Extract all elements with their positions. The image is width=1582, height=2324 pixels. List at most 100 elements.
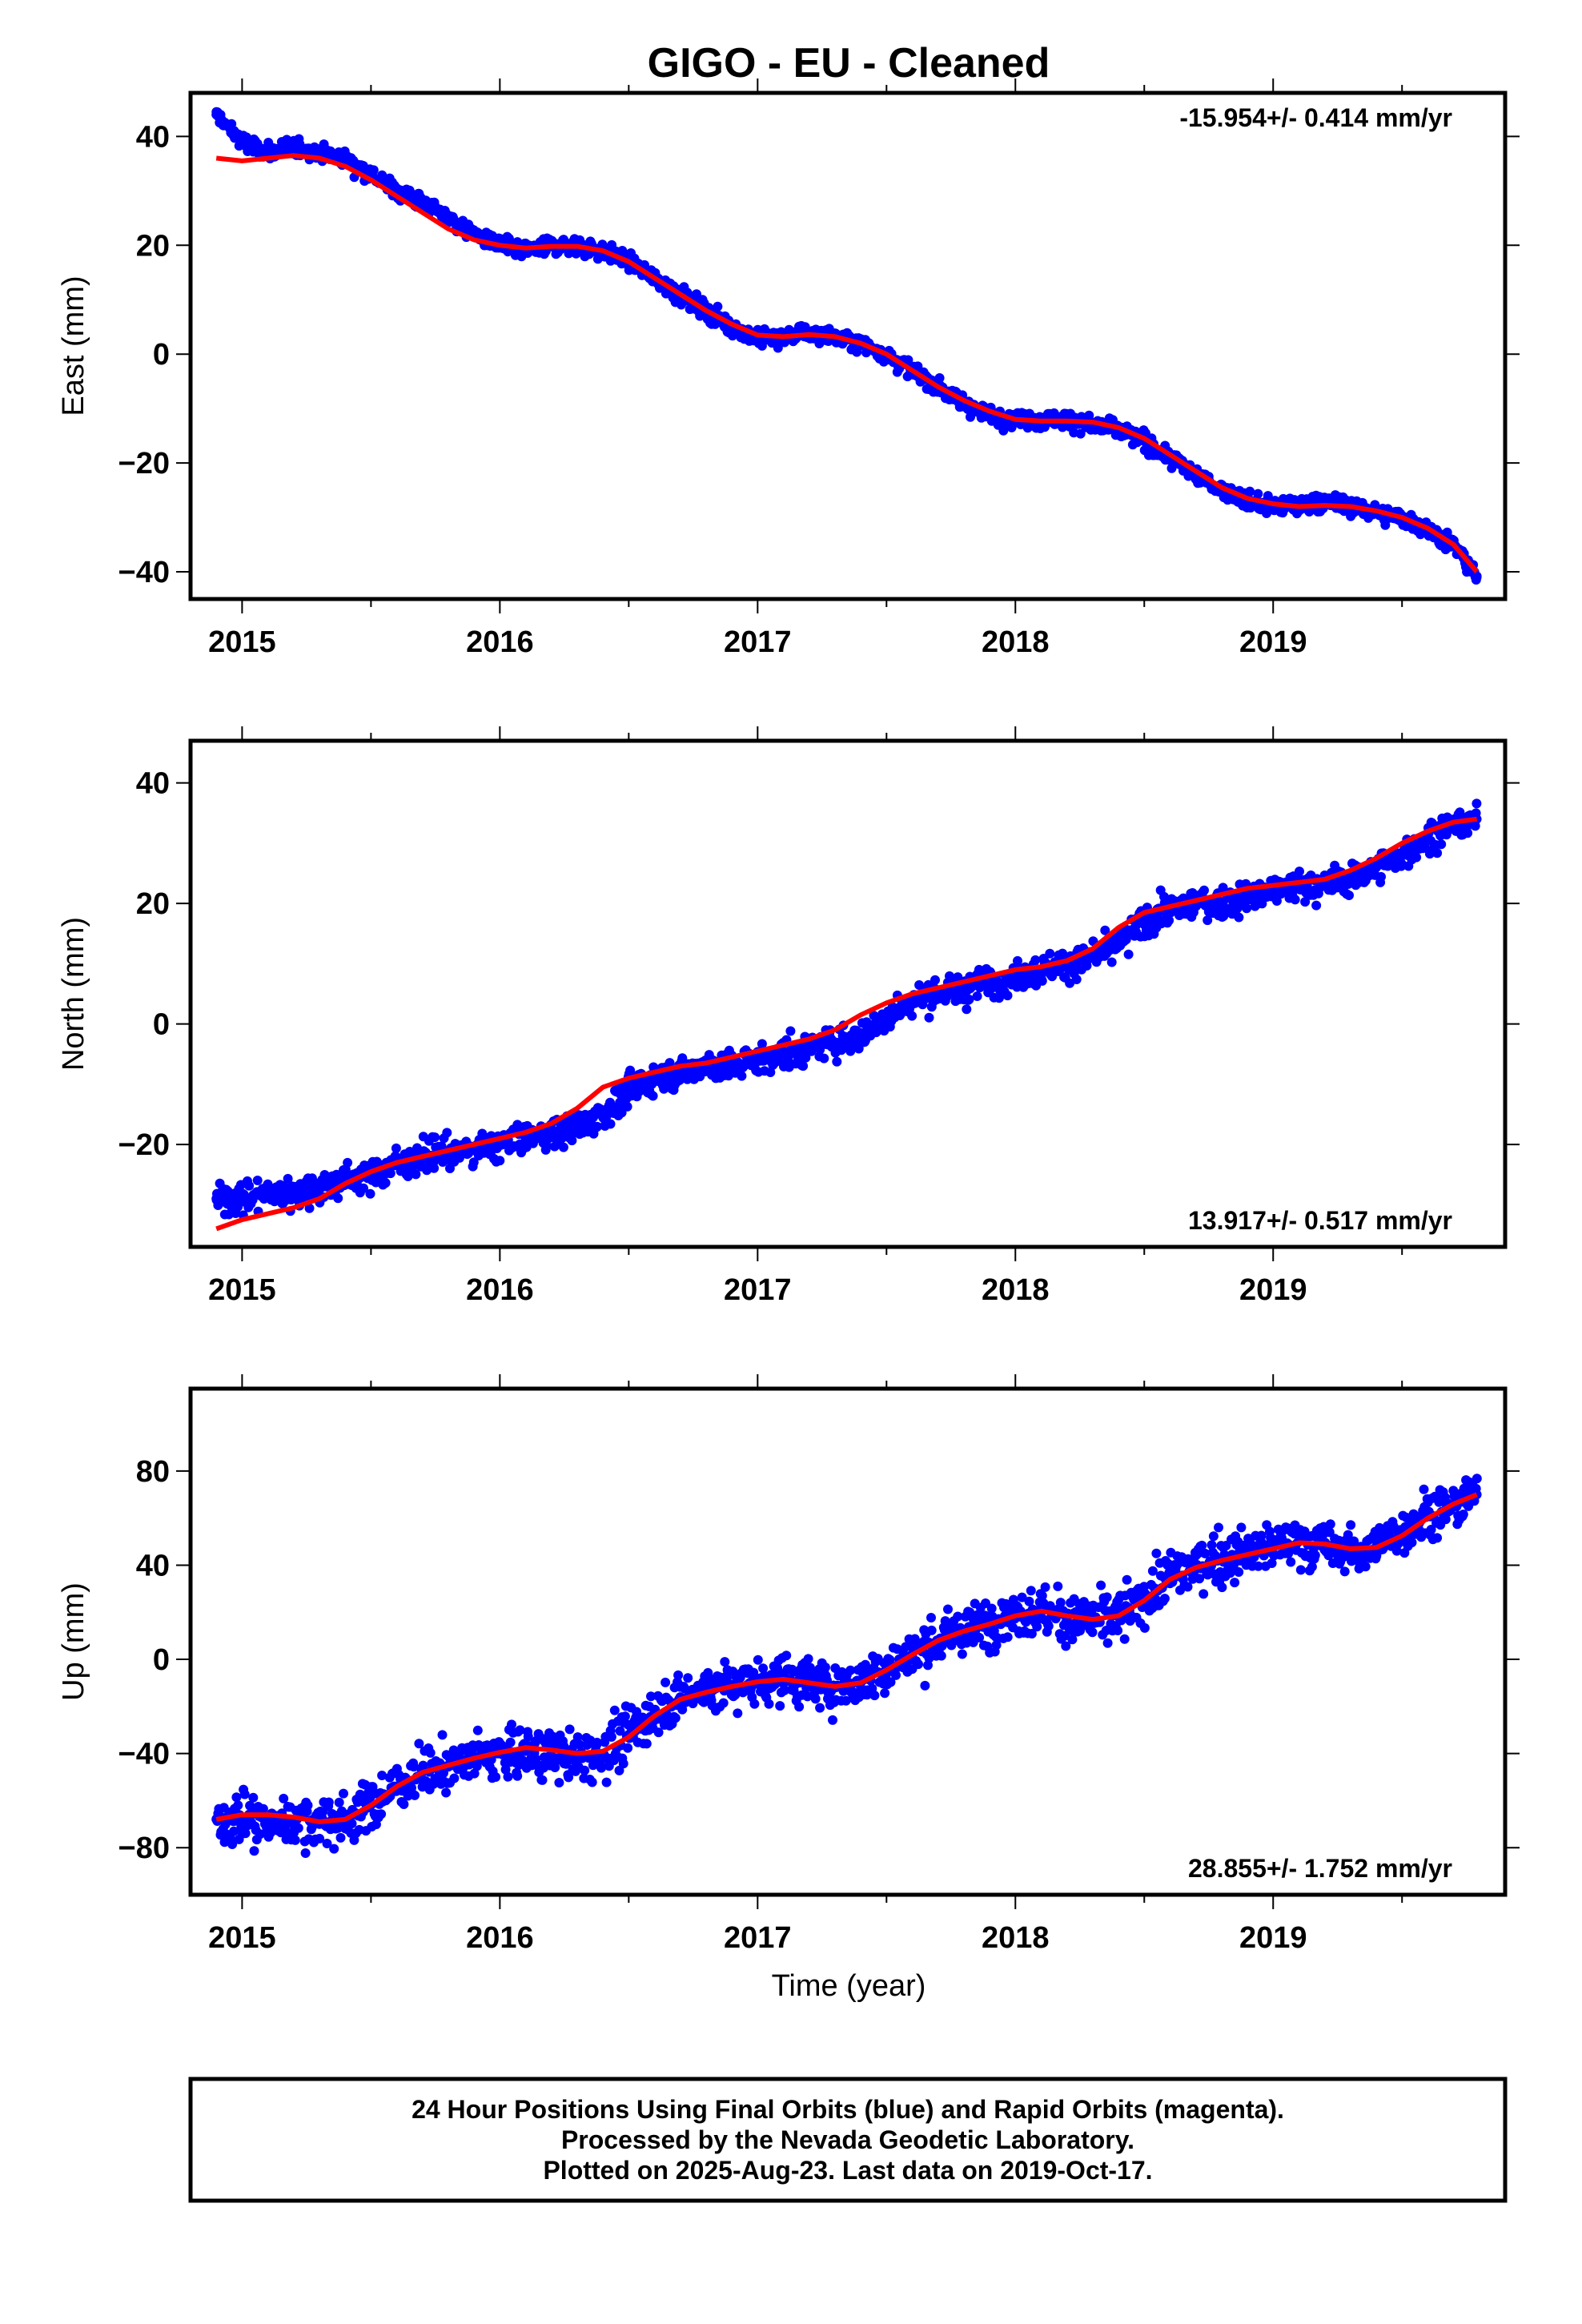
daily-point xyxy=(653,1727,664,1738)
daily-point xyxy=(1411,852,1422,862)
daily-point xyxy=(683,1673,693,1683)
daily-point xyxy=(880,1688,890,1699)
daily-point xyxy=(601,1777,612,1787)
daily-point xyxy=(1102,1592,1112,1602)
daily-point xyxy=(425,1747,436,1758)
y-tick-label: −40 xyxy=(118,556,170,589)
daily-point xyxy=(1122,1574,1132,1585)
daily-point xyxy=(1164,915,1174,926)
daily-point xyxy=(347,1819,357,1829)
daily-point xyxy=(885,1677,896,1687)
daily-point xyxy=(618,1759,628,1769)
daily-point xyxy=(220,1819,231,1830)
daily-point xyxy=(1037,1590,1047,1601)
daily-point xyxy=(609,1705,620,1715)
daily-point xyxy=(1253,1561,1263,1571)
daily-point xyxy=(1203,915,1213,926)
daily-point xyxy=(280,1824,291,1835)
daily-point xyxy=(255,1829,265,1839)
y-tick-label: 40 xyxy=(136,767,170,801)
daily-point xyxy=(339,1788,348,1799)
daily-point xyxy=(1344,891,1354,900)
daily-point xyxy=(414,1739,424,1749)
x-tick-label: 2015 xyxy=(208,1273,276,1307)
daily-point xyxy=(1472,571,1482,581)
daily-point xyxy=(733,1708,743,1719)
daily-point xyxy=(231,1792,242,1803)
daily-scatter xyxy=(211,107,1482,585)
daily-point xyxy=(377,1771,387,1780)
daily-point xyxy=(437,1730,448,1740)
y-axis-title: East (mm) xyxy=(57,275,90,416)
daily-point xyxy=(1195,1574,1205,1584)
daily-point xyxy=(248,1792,259,1803)
fit-line xyxy=(215,1492,1478,1824)
daily-point xyxy=(972,991,982,1001)
daily-point xyxy=(1310,1550,1320,1561)
daily-point xyxy=(957,1649,967,1659)
daily-point xyxy=(1217,1582,1227,1593)
daily-point xyxy=(1471,1483,1481,1494)
daily-point xyxy=(930,975,940,985)
daily-point xyxy=(1102,1638,1113,1648)
daily-point xyxy=(1147,1566,1158,1576)
velocity-label: -15.954+/- 0.414 mm/yr xyxy=(1179,103,1452,132)
daily-point xyxy=(845,1665,856,1675)
y-tick-label: −40 xyxy=(118,1738,170,1771)
daily-point xyxy=(422,1165,432,1176)
daily-point xyxy=(605,1097,615,1108)
daily-point xyxy=(329,1844,339,1854)
daily-point xyxy=(468,1157,479,1168)
daily-point xyxy=(623,1743,633,1753)
daily-point xyxy=(820,1663,830,1672)
daily-point xyxy=(920,1680,930,1691)
velocity-label: 28.855+/- 1.752 mm/yr xyxy=(1188,1854,1452,1883)
y-tick-label: 40 xyxy=(136,120,170,154)
daily-point xyxy=(614,1765,624,1775)
daily-point xyxy=(550,1763,560,1772)
daily-point xyxy=(1026,1586,1036,1596)
daily-point xyxy=(564,1772,574,1783)
daily-point xyxy=(1295,866,1304,877)
daily-point xyxy=(1436,839,1447,850)
daily-point xyxy=(1199,1589,1209,1599)
daily-point xyxy=(1295,1565,1306,1575)
daily-point xyxy=(300,1848,311,1858)
daily-point xyxy=(1300,897,1311,907)
daily-point xyxy=(670,1713,681,1723)
daily-point xyxy=(1002,991,1013,1001)
daily-point xyxy=(244,1180,255,1191)
daily-point xyxy=(605,1119,616,1129)
y-axis-title: North (mm) xyxy=(57,917,90,1071)
daily-point xyxy=(403,1172,413,1181)
daily-point xyxy=(924,1012,934,1023)
daily-point xyxy=(408,1762,419,1772)
daily-point xyxy=(1256,1530,1267,1541)
velocity-label: 13.917+/- 0.517 mm/yr xyxy=(1188,1206,1452,1235)
daily-point xyxy=(646,1691,656,1702)
daily-point xyxy=(410,1790,420,1800)
daily-point xyxy=(1002,1632,1013,1642)
daily-point xyxy=(1419,1484,1429,1494)
daily-point xyxy=(749,1699,760,1709)
daily-point xyxy=(596,1763,606,1773)
daily-point xyxy=(1056,963,1066,973)
y-tick-label: −20 xyxy=(118,1128,170,1162)
daily-point xyxy=(505,1737,516,1747)
daily-point xyxy=(737,1071,747,1081)
daily-point xyxy=(986,1603,997,1614)
x-tick-label: 2017 xyxy=(724,625,792,659)
daily-point xyxy=(1236,1522,1247,1533)
daily-point xyxy=(1139,1622,1150,1633)
daily-point xyxy=(335,1832,346,1843)
y-axis-title: Up (mm) xyxy=(57,1582,90,1701)
daily-point xyxy=(775,1701,785,1711)
daily-point xyxy=(1472,1474,1482,1484)
daily-point xyxy=(620,1711,630,1722)
daily-point xyxy=(411,1169,421,1180)
plot-frame xyxy=(188,90,1508,601)
plot-area xyxy=(211,798,1482,1232)
daily-point xyxy=(815,1703,825,1713)
